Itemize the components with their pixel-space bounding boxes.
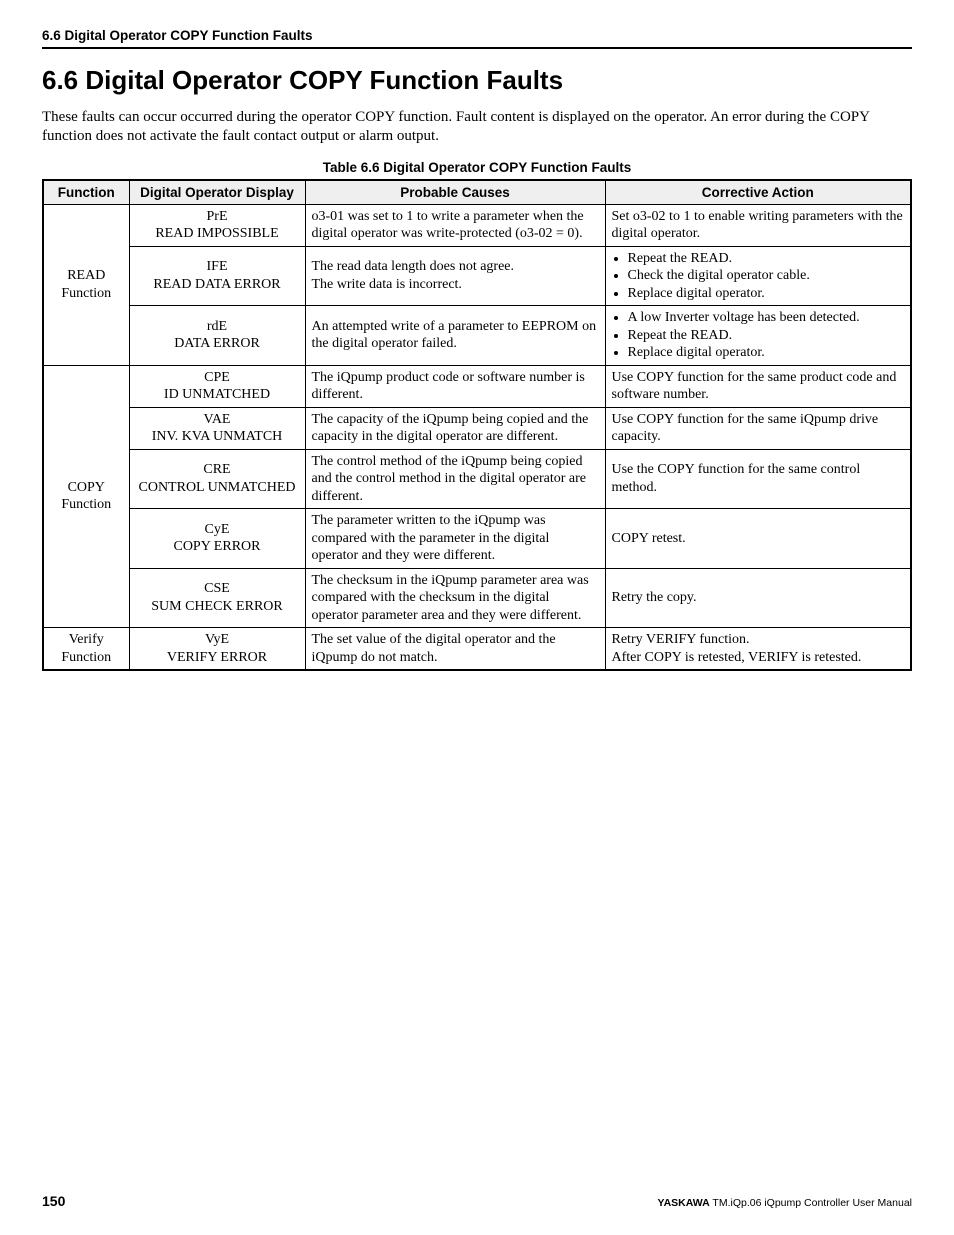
- page-footer: 150 YASKAWA TM.iQp.06 iQpump Controller …: [42, 1193, 912, 1209]
- table-row: VerifyFunctionVyEVERIFY ERRORThe set val…: [43, 628, 911, 671]
- table-row: CSESUM CHECK ERRORThe checksum in the iQ…: [43, 568, 911, 628]
- function-cell: VerifyFunction: [43, 628, 129, 671]
- cause-cell: An attempted write of a parameter to EEP…: [305, 306, 605, 366]
- display-cell: CPEID UNMATCHED: [129, 365, 305, 407]
- action-cell: Retry the copy.: [605, 568, 911, 628]
- action-cell: Use the COPY function for the same contr…: [605, 449, 911, 509]
- col-header-display: Digital Operator Display: [129, 180, 305, 205]
- cause-cell: The iQpump product code or software numb…: [305, 365, 605, 407]
- cause-cell: o3-01 was set to 1 to write a parameter …: [305, 204, 605, 246]
- display-cell: rdEDATA ERROR: [129, 306, 305, 366]
- doc-reference: YASKAWA TM.iQp.06 iQpump Controller User…: [658, 1197, 912, 1209]
- display-cell: VAEINV. KVA UNMATCH: [129, 407, 305, 449]
- display-cell: PrEREAD IMPOSSIBLE: [129, 204, 305, 246]
- table-row: CRECONTROL UNMATCHEDThe control method o…: [43, 449, 911, 509]
- cause-cell: The set value of the digital operator an…: [305, 628, 605, 671]
- page: 6.6 Digital Operator COPY Function Fault…: [0, 0, 954, 1235]
- table-row: CyECOPY ERRORThe parameter written to th…: [43, 509, 911, 569]
- function-cell: READFunction: [43, 204, 129, 365]
- table-row: READFunctionPrEREAD IMPOSSIBLEo3-01 was …: [43, 204, 911, 246]
- table-row: rdEDATA ERRORAn attempted write of a par…: [43, 306, 911, 366]
- table-header-row: Function Digital Operator Display Probab…: [43, 180, 911, 205]
- cause-cell: The control method of the iQpump being c…: [305, 449, 605, 509]
- action-cell: Set o3-02 to 1 to enable writing paramet…: [605, 204, 911, 246]
- col-header-function: Function: [43, 180, 129, 205]
- action-cell: Use COPY function for the same product c…: [605, 365, 911, 407]
- table-row: VAEINV. KVA UNMATCHThe capacity of the i…: [43, 407, 911, 449]
- faults-table: Function Digital Operator Display Probab…: [42, 179, 912, 672]
- action-cell: Use COPY function for the same iQpump dr…: [605, 407, 911, 449]
- head-rule: [42, 47, 912, 49]
- table-row: IFEREAD DATA ERRORThe read data length d…: [43, 246, 911, 306]
- action-cell: A low Inverter voltage has been detected…: [605, 306, 911, 366]
- table-body: READFunctionPrEREAD IMPOSSIBLEo3-01 was …: [43, 204, 911, 670]
- cause-cell: The parameter written to the iQpump was …: [305, 509, 605, 569]
- action-cell: Retry VERIFY function.After COPY is rete…: [605, 628, 911, 671]
- action-cell: COPY retest.: [605, 509, 911, 569]
- display-cell: VyEVERIFY ERROR: [129, 628, 305, 671]
- cause-cell: The checksum in the iQpump parameter are…: [305, 568, 605, 628]
- display-cell: IFEREAD DATA ERROR: [129, 246, 305, 306]
- page-number: 150: [42, 1193, 65, 1209]
- display-cell: CyECOPY ERROR: [129, 509, 305, 569]
- intro-paragraph: These faults can occur occurred during t…: [42, 108, 912, 146]
- col-header-causes: Probable Causes: [305, 180, 605, 205]
- display-cell: CSESUM CHECK ERROR: [129, 568, 305, 628]
- display-cell: CRECONTROL UNMATCHED: [129, 449, 305, 509]
- footer-brand: YASKAWA: [658, 1197, 710, 1209]
- section-title: 6.6 Digital Operator COPY Function Fault…: [42, 65, 912, 96]
- footer-doc-ref: TM.iQp.06 iQpump Controller User Manual: [710, 1197, 912, 1209]
- table-row: COPYFunctionCPEID UNMATCHEDThe iQpump pr…: [43, 365, 911, 407]
- running-head: 6.6 Digital Operator COPY Function Fault…: [42, 28, 912, 47]
- cause-cell: The capacity of the iQpump being copied …: [305, 407, 605, 449]
- cause-cell: The read data length does not agree.The …: [305, 246, 605, 306]
- action-cell: Repeat the READ.Check the digital operat…: [605, 246, 911, 306]
- function-cell: COPYFunction: [43, 365, 129, 628]
- col-header-action: Corrective Action: [605, 180, 911, 205]
- table-caption: Table 6.6 Digital Operator COPY Function…: [42, 160, 912, 175]
